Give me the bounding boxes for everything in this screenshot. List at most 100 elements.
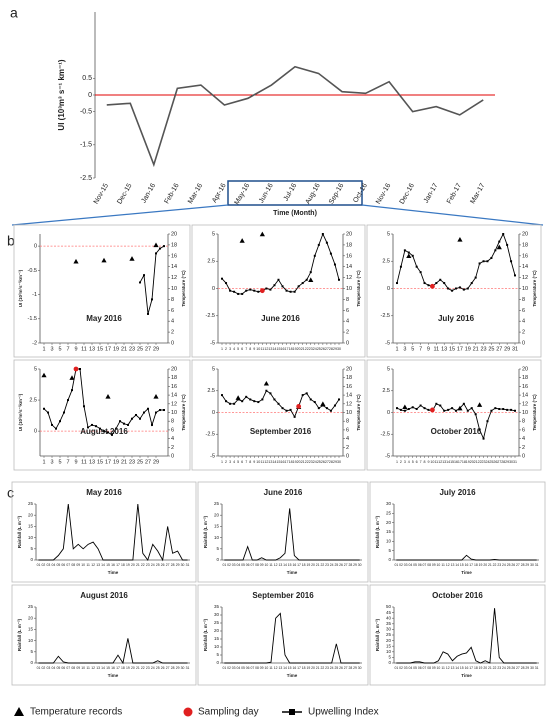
y2-tick-label: 18 xyxy=(346,375,352,381)
x-tick-label: 28 xyxy=(171,666,175,670)
data-point xyxy=(233,402,236,405)
y2-tick-label: 0 xyxy=(522,340,525,346)
y-tick-label: 20 xyxy=(214,512,220,517)
x-tick-label: 19 xyxy=(479,666,483,670)
x-tick-label: 9 xyxy=(427,346,430,352)
x-tick-label: 22 xyxy=(493,666,497,670)
data-point xyxy=(514,409,516,412)
x-tick-label: 14 xyxy=(455,666,459,670)
data-point xyxy=(159,409,161,412)
x-tick-label: 14 xyxy=(283,563,287,567)
y2-tick-label: 12 xyxy=(522,275,528,281)
x-tick-label: 7 xyxy=(66,346,69,352)
legend-label: Temperature records xyxy=(30,707,122,718)
connector xyxy=(11,204,229,226)
x-tick-label: 2 xyxy=(225,347,227,351)
x-tick-label: 19 xyxy=(465,346,471,352)
x-tick-label: 4 xyxy=(233,460,235,464)
x-tick-label: 01 xyxy=(37,666,41,670)
x-tick-label: 08 xyxy=(255,666,259,670)
chart-title: August 2016 xyxy=(80,427,128,436)
x-tick-label: 1 xyxy=(396,460,398,464)
data-point xyxy=(407,408,410,411)
temperature-marker xyxy=(153,394,159,399)
data-point xyxy=(396,282,398,285)
data-point xyxy=(277,278,280,281)
x-tick-label: 15 xyxy=(460,666,464,670)
x-axis-label: Time xyxy=(108,673,119,678)
x-axis-label: Time xyxy=(461,570,472,575)
x-tick-label: 07 xyxy=(423,666,427,670)
y2-tick-label: 4 xyxy=(522,436,525,442)
y2-tick-label: 2 xyxy=(522,330,525,336)
x-tick-label: 25 xyxy=(507,666,511,670)
data-point xyxy=(245,289,248,292)
x-tick-label: 23 xyxy=(146,563,150,567)
x-tick-label: 25 xyxy=(317,347,321,351)
x-tick-label: 26 xyxy=(511,563,515,567)
x-tick-label: 16 xyxy=(111,666,115,670)
x-tick-label: 06 xyxy=(246,563,250,567)
x-tick-label: 26 xyxy=(321,347,325,351)
data-point xyxy=(87,426,89,429)
data-point xyxy=(317,243,320,246)
y-tick-label: 20 xyxy=(28,615,34,620)
data-point xyxy=(466,287,469,290)
x-tick-label: 17 xyxy=(105,346,111,352)
data-point xyxy=(486,260,489,263)
x-tick-label: 08 xyxy=(71,563,75,567)
x-tick-label: 23 xyxy=(497,563,501,567)
y2-tick-label: 12 xyxy=(522,401,528,407)
data-point xyxy=(494,249,497,252)
temperature-marker xyxy=(235,395,241,400)
x-tick-label: 11 xyxy=(269,666,273,670)
data-point xyxy=(506,408,509,411)
y-tick-label: 0 xyxy=(34,244,37,250)
x-tick-label: 08 xyxy=(427,563,431,567)
y2-axis-label: Temperature (°C) xyxy=(356,270,361,307)
x-tick-label: 16 xyxy=(465,666,469,670)
x-tick-label: 19 xyxy=(113,346,119,352)
data-point xyxy=(123,422,125,425)
x-tick-label: 5 xyxy=(412,460,414,464)
y2-tick-label: 2 xyxy=(171,445,174,451)
x-tick-label: 27 xyxy=(166,563,170,567)
x-tick-label: 17 xyxy=(297,666,301,670)
x-tick-label: 10 xyxy=(81,563,85,567)
x-tick-label: 16 xyxy=(292,666,296,670)
x-tick-label: 06 xyxy=(61,666,65,670)
data-point xyxy=(289,408,292,411)
x-tick-label: 04 xyxy=(51,666,55,670)
y2-tick-label: 0 xyxy=(346,453,349,459)
x-tick-label: 08 xyxy=(427,666,431,670)
x-tick-label: 21 xyxy=(136,563,140,567)
chart-title: October 2016 xyxy=(431,427,482,436)
temperature-marker xyxy=(69,375,75,380)
chart-frame xyxy=(197,584,369,686)
data-point xyxy=(245,395,248,398)
data-point xyxy=(103,430,105,433)
x-tick-label: 09 xyxy=(76,666,80,670)
data-point xyxy=(338,278,340,281)
data-point xyxy=(67,399,69,402)
data-point xyxy=(474,413,477,416)
x-tick-label: 3 xyxy=(229,347,231,351)
x-tick-label: 23 xyxy=(497,666,501,670)
x-tick-label: 21 xyxy=(301,347,305,351)
data-point xyxy=(498,240,501,243)
x-tick-label: 27 xyxy=(145,346,151,352)
y-tick-label: 10 xyxy=(214,535,220,540)
y2-tick-label: 10 xyxy=(346,410,352,416)
x-tick-label: 13 xyxy=(96,666,100,670)
sampling-marker xyxy=(259,288,265,294)
x-tick-label: 09 xyxy=(260,666,264,670)
x-tick-label: 30 xyxy=(337,460,341,464)
data-point xyxy=(131,417,133,420)
data-point xyxy=(482,437,485,440)
y-tick-label: 15 xyxy=(214,524,220,529)
data-point xyxy=(79,368,81,370)
data-point xyxy=(281,285,284,288)
chart-frame xyxy=(11,584,197,686)
y2-tick-label: 10 xyxy=(522,410,528,416)
x-tick-label: 1 xyxy=(221,347,223,351)
